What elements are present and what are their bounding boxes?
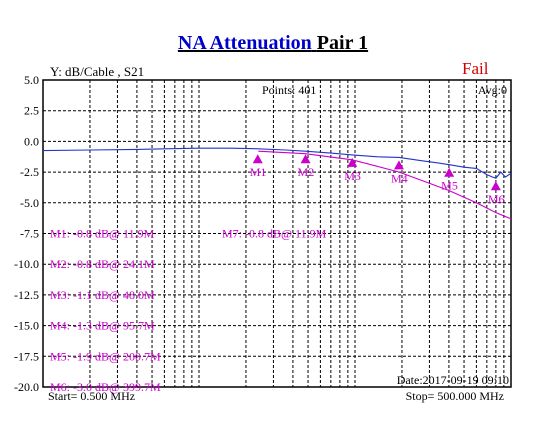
marker-label: M4 (391, 171, 408, 185)
marker-label: M2 (298, 165, 315, 179)
status-badge: Fail (462, 59, 489, 78)
marker-triangle (252, 154, 263, 164)
marker-label: M1 (250, 165, 267, 179)
chart-grid (43, 80, 511, 387)
date-label: Date:2017-09-19 09:10 (397, 373, 509, 387)
y-tick-label: -15.0 (14, 319, 39, 333)
chart-title-main: NA Attenuation (177, 32, 312, 54)
points-label: Points: 401 (262, 83, 316, 97)
y-tick-label: -2.5 (20, 165, 39, 179)
marker-label: M6 (488, 192, 505, 206)
marker-triangle (393, 160, 404, 170)
y-tick-label: -12.5 (14, 288, 39, 302)
avg-label: Avg:0 (478, 83, 507, 97)
marker-label: M3 (344, 169, 361, 183)
marker-triangle (490, 181, 501, 191)
limit-line (258, 150, 512, 220)
y-tick-label: -10.0 (14, 257, 39, 271)
y-tick-label: 0.0 (24, 134, 39, 148)
chart-series (42, 147, 512, 220)
start-label: Start= 0.500 MHz (48, 389, 135, 403)
marker-readout: M5: -1.9 dB@ 200.7M (50, 349, 161, 363)
marker-triangle (444, 167, 455, 177)
marker-readout: M7: -0.8 dB@ 11.9M (222, 227, 327, 241)
chart-markers: M1 M2 M3 M4 M5 M6 (250, 154, 505, 206)
y-tick-label: -7.5 (20, 227, 39, 241)
y-tick-label: -17.5 (14, 349, 39, 363)
y-tick-label: -20.0 (14, 380, 39, 394)
y-tick-label: 2.5 (24, 104, 39, 118)
y-axis-title: Y: dB/Cable , S21 (50, 64, 145, 79)
y-tick-labels: 5.0 2.5 0.0 -2.5 -5.0 -7.5 -10.0 -12.5 -15.0 -17.… (14, 73, 39, 394)
plot-frame (42, 79, 512, 388)
marker-readout: M6: -3.0 dB@ 399.7M (50, 380, 161, 394)
y-tick-label: -5.0 (20, 196, 39, 210)
marker-readout: M3: -1.1 dB@ 48.0M (50, 288, 155, 302)
chart-title-pair: Pair 1 (316, 32, 369, 54)
measured-trace (42, 147, 512, 179)
stop-label: Stop= 500.000 MHz (406, 389, 504, 403)
marker-triangle (347, 157, 358, 167)
marker-readout: M4: -1.3 dB@ 95.7M (50, 319, 155, 333)
chart-title: NA Attenuation Pair 1 (0, 32, 546, 55)
marker-readouts: M1: -0.8 dB@ 11.9M M2: -0.8 dB@ 24.1M M3: … (50, 227, 327, 395)
marker-readout: M2: -0.8 dB@ 24.1M (50, 257, 155, 271)
marker-readout: M1: -0.8 dB@ 11.9M (50, 227, 155, 241)
marker-triangle (300, 154, 311, 164)
marker-label: M5 (441, 179, 458, 193)
y-tick-label: 5.0 (24, 73, 39, 87)
